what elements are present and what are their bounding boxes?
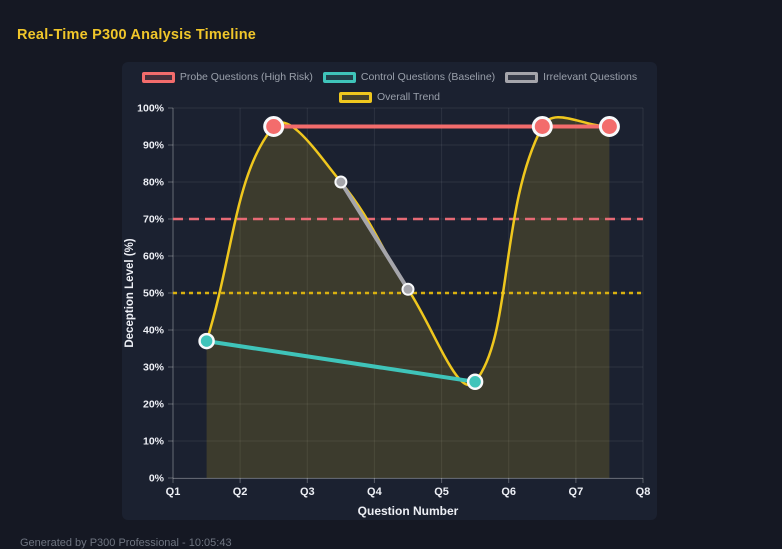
legend-row-1: Probe Questions (High Risk) Control Ques…: [141, 69, 637, 85]
data-point-series-2[interactable]: [334, 175, 348, 189]
chart-legend: Probe Questions (High Risk) Control Ques…: [122, 62, 657, 108]
series-line-1: [204, 339, 478, 384]
y-tick-label: 30%: [143, 362, 165, 374]
data-point-series-0[interactable]: [531, 116, 553, 137]
legend-item-control[interactable]: Control Questions (Baseline): [322, 71, 496, 83]
y-tick-label: 90%: [143, 140, 165, 152]
data-point-series-1[interactable]: [466, 373, 484, 391]
x-tick-label: Q3: [300, 486, 315, 498]
y-axis-title: Deception Level (%): [124, 238, 136, 347]
page-title: Real-Time P300 Analysis Timeline: [17, 27, 257, 43]
x-tick-label: Q5: [434, 486, 449, 498]
data-point-series-1[interactable]: [198, 332, 215, 350]
control-series-swatch: [322, 71, 356, 83]
data-point-series-2[interactable]: [401, 282, 415, 296]
legend-row-2: Overall Trend: [338, 89, 441, 105]
data-point-series-0[interactable]: [263, 116, 285, 137]
chart-panel: Probe Questions (High Risk) Control Ques…: [122, 62, 657, 520]
y-tick-label: 80%: [143, 177, 165, 189]
x-tick-label: Q7: [569, 486, 584, 498]
chart-canvas[interactable]: Q1 Q2 Q3 Q4 Q5 Q6 Q7 Q8 0% 10% 20% 30% 40% 50% 60% 70% 8…: [122, 103, 657, 520]
y-tick-label: 100%: [137, 103, 165, 115]
footer-caption: Generated by P300 Professional - 10:05:4…: [20, 537, 232, 549]
y-tick-label: 0%: [149, 473, 165, 485]
irrelevant-series-swatch: [505, 71, 539, 83]
axis-labels: Q1 Q2 Q3 Q4 Q5 Q6 Q7 Q8 0% 10% 20% 30% 40% 50% 60% 70% 8…: [124, 103, 650, 519]
y-tick-label: 70%: [143, 214, 165, 226]
y-tick-label: 60%: [143, 251, 165, 263]
y-tick-label: 40%: [143, 325, 165, 337]
legend-label-control: Control Questions (Baseline): [360, 71, 496, 83]
legend-label-trend: Overall Trend: [376, 91, 441, 103]
legend-item-trend[interactable]: Overall Trend: [338, 91, 441, 103]
y-tick-label: 50%: [143, 288, 165, 300]
x-tick-label: Q6: [501, 486, 516, 498]
trend-series-swatch: [338, 91, 372, 103]
legend-item-probe[interactable]: Probe Questions (High Risk): [141, 71, 313, 83]
series-line-2: [338, 180, 410, 292]
x-tick-label: Q2: [233, 486, 248, 498]
legend-label-irrelevant: Irrelevant Questions: [543, 71, 638, 83]
x-tick-label: Q1: [166, 486, 181, 498]
y-tick-label: 10%: [143, 436, 165, 448]
probe-series-swatch: [141, 71, 175, 83]
legend-item-irrelevant[interactable]: Irrelevant Questions: [505, 71, 637, 83]
x-tick-label: Q8: [636, 486, 651, 498]
legend-label-probe: Probe Questions (High Risk): [179, 71, 313, 83]
y-tick-label: 20%: [143, 399, 165, 411]
x-axis-title: Question Number: [358, 504, 459, 518]
trend-fill-area: [206, 117, 610, 479]
data-point-series-0[interactable]: [598, 116, 620, 137]
x-tick-label: Q4: [367, 486, 383, 498]
